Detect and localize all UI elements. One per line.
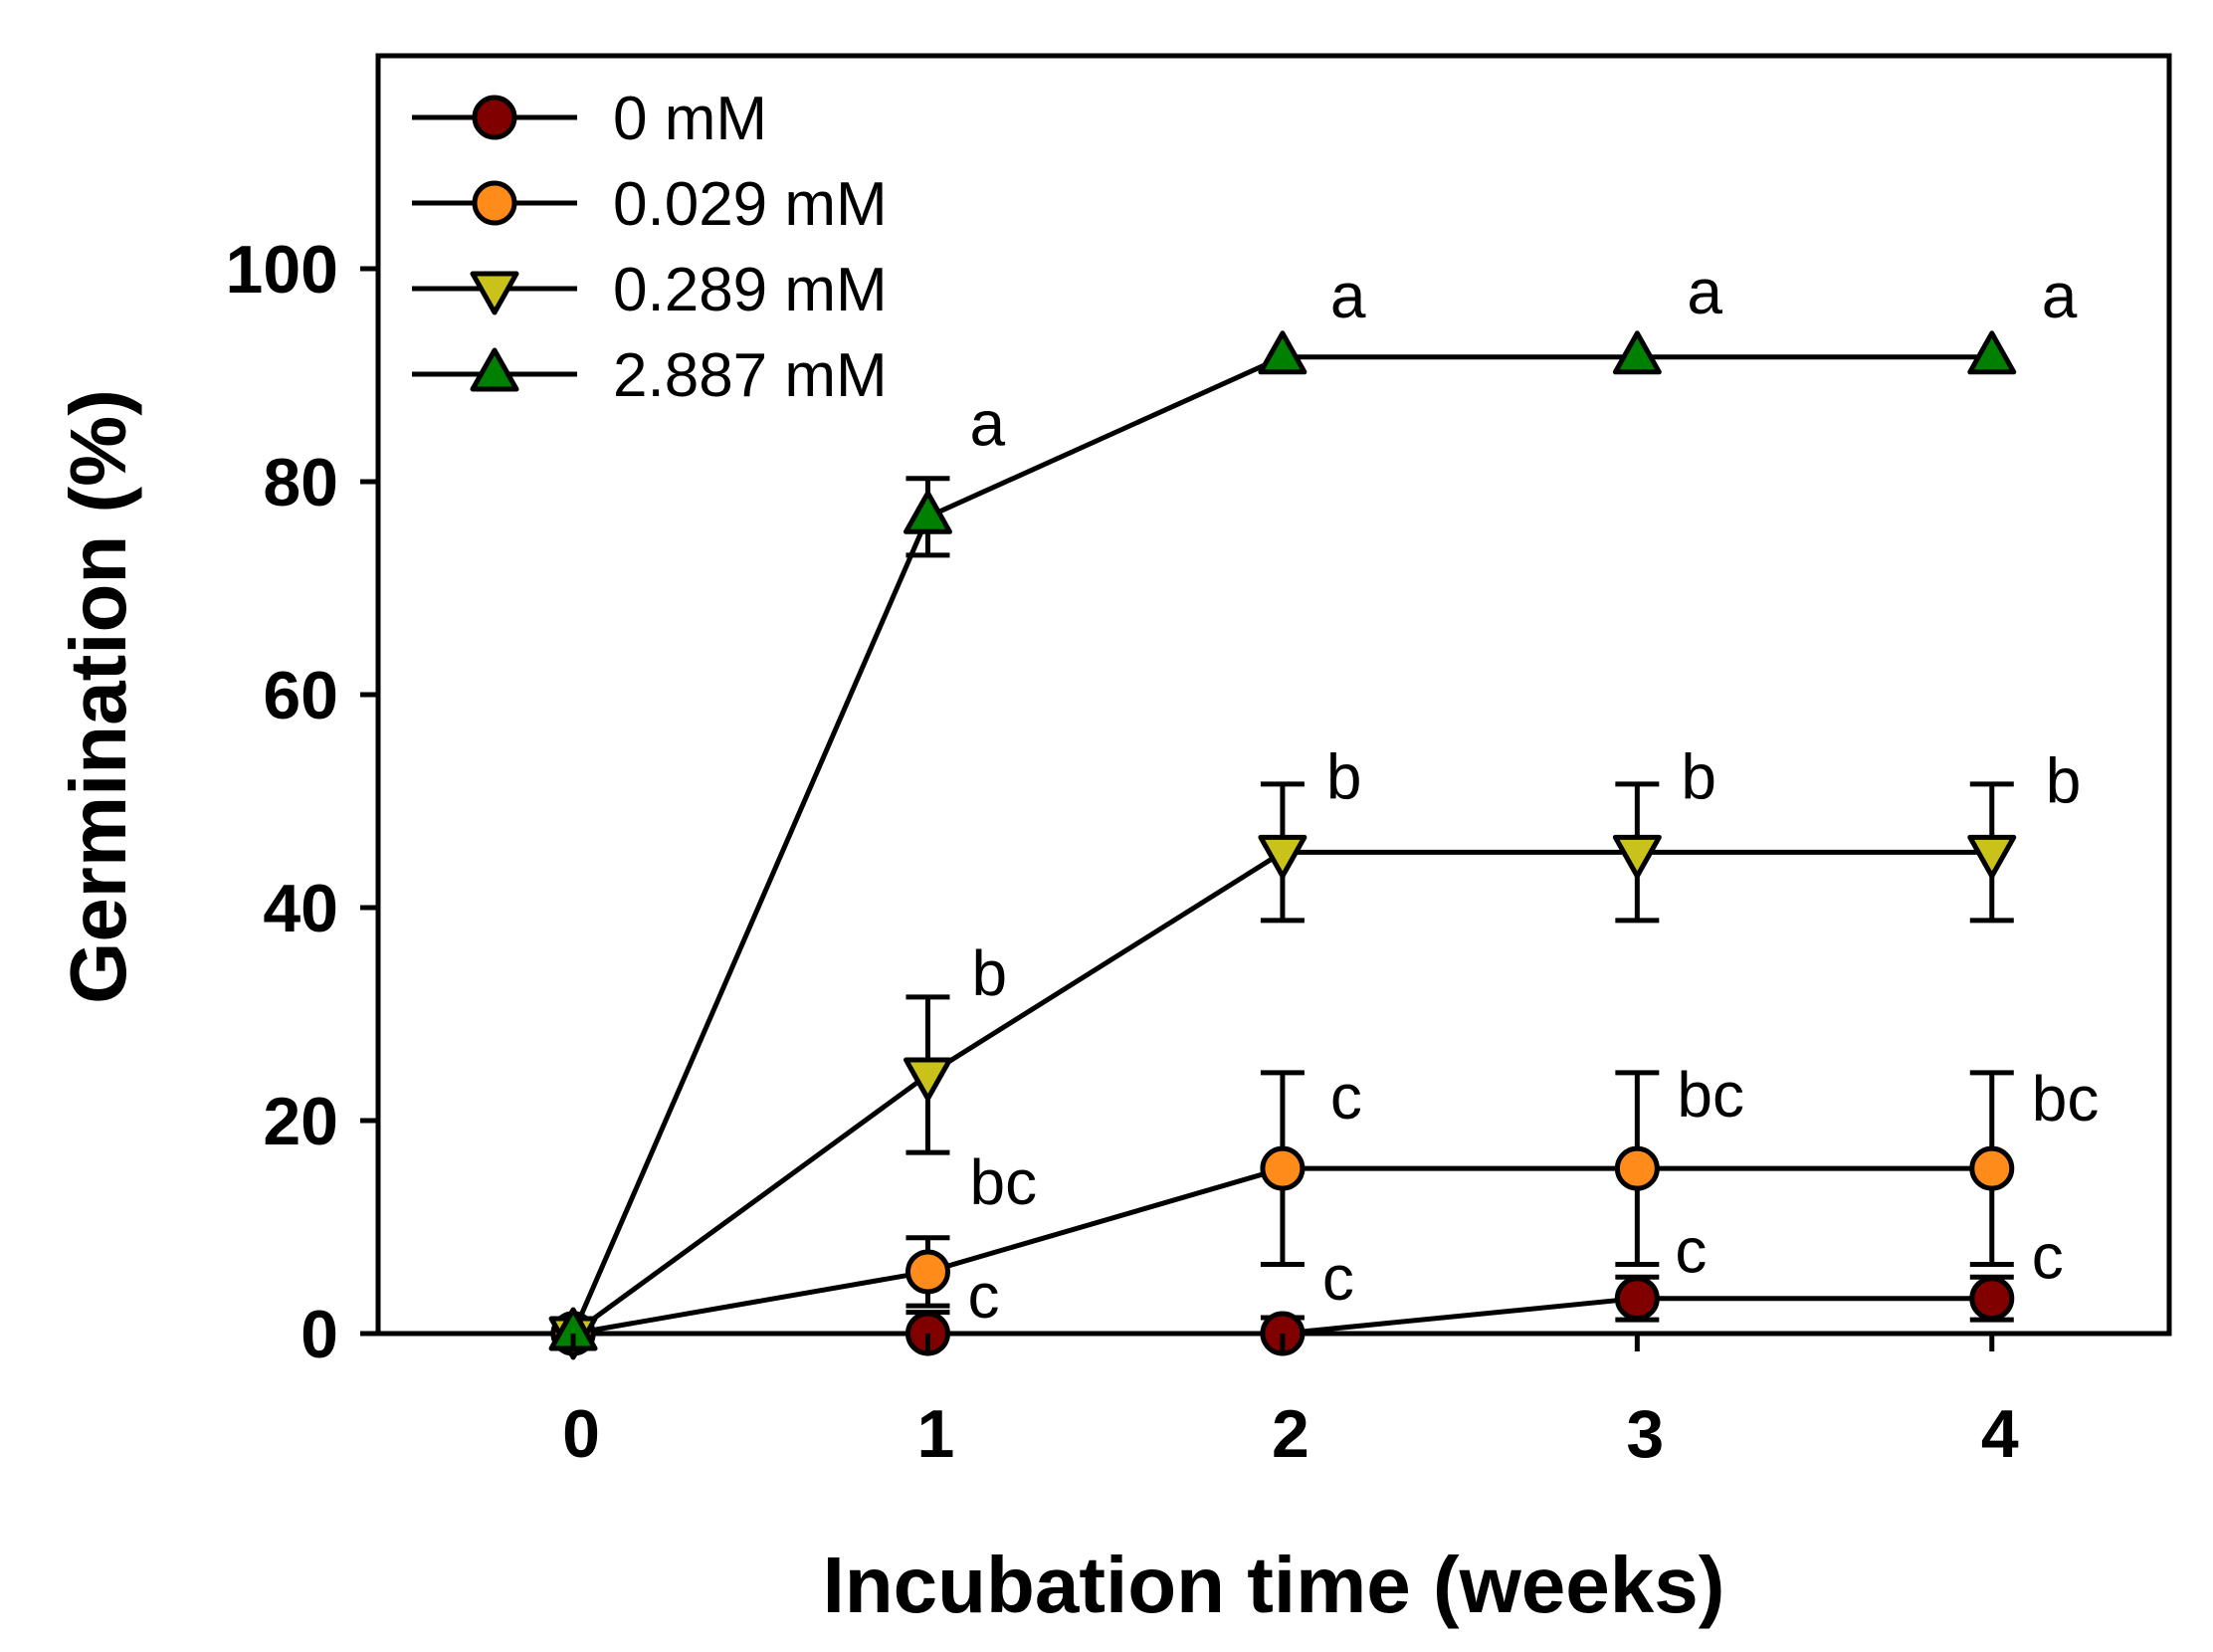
- legend-label: 0 mM: [613, 85, 767, 153]
- significance-letter-2-887-mm: a: [1687, 256, 1722, 327]
- legend-marker: [472, 180, 517, 226]
- x-axis-title: Incubation time (weeks): [823, 1541, 1725, 1629]
- data-point-0-289-mm: [903, 1057, 952, 1102]
- significance-letter-0-289-mm: b: [2046, 744, 2082, 816]
- significance-letter-0-mm: c: [2032, 1221, 2064, 1293]
- y-tick-label: 0: [301, 1297, 338, 1372]
- data-point-0-mm: [1969, 1276, 2015, 1322]
- data-point-0-029-mm: [905, 1249, 950, 1295]
- significance-letter-0-029-mm: bc: [1677, 1059, 1744, 1131]
- legend: 0 mM 0.029 mM 0.289 mM 2.887 mM: [412, 85, 888, 410]
- axis-ticks: 0 20 40 60 80 100 0 1 2 3 4: [226, 232, 2019, 1472]
- data-point-0-289-mm: [1258, 834, 1308, 879]
- significance-letter-0-029-mm: bc: [2032, 1063, 2100, 1135]
- legend-marker: [470, 347, 519, 392]
- data-point-2-887-mm: [903, 490, 952, 534]
- significance-letter-0-289-mm: b: [971, 937, 1007, 1009]
- data-point-0-289-mm: [1612, 834, 1662, 879]
- significance-letters: c c c c bc c bc bc b b b b a a a a: [967, 256, 2099, 1332]
- error-bars: [905, 476, 2014, 1337]
- data-point-0-289-mm: [1967, 834, 2017, 879]
- significance-letter-2-887-mm: a: [2042, 260, 2078, 331]
- y-tick-label: 100: [226, 232, 338, 308]
- significance-letter-2-887-mm: a: [969, 387, 1005, 459]
- significance-letter-0-289-mm: b: [1681, 740, 1716, 812]
- y-tick-label: 20: [263, 1084, 338, 1159]
- significance-letter-0-mm: c: [967, 1260, 999, 1332]
- x-tick-label: 2: [1272, 1396, 1309, 1472]
- plot-frame: [375, 53, 2172, 1337]
- legend-label: 0.029 mM: [613, 170, 888, 239]
- y-tick-label: 80: [263, 445, 338, 520]
- y-tick-label: 40: [263, 871, 338, 946]
- data-point-0-029-mm: [1260, 1145, 1306, 1191]
- data-point-2-887-mm: [1258, 330, 1308, 375]
- x-tick-label: 3: [1626, 1396, 1664, 1472]
- plot-area: [375, 53, 2172, 1337]
- significance-letter-0-289-mm: b: [1326, 740, 1362, 812]
- y-tick-label: 60: [263, 658, 338, 733]
- significance-letter-0-mm: c: [1322, 1242, 1354, 1314]
- data-point-2-887-mm: [1967, 330, 2017, 375]
- data-point-0-029-mm: [1969, 1145, 2015, 1191]
- data-point-2-887-mm: [1612, 330, 1662, 375]
- significance-letter-0-029-mm: bc: [969, 1146, 1037, 1218]
- data-point-0-mm: [1614, 1276, 1660, 1322]
- data-point-0-029-mm: [1614, 1145, 1660, 1191]
- significance-letter-0-029-mm: c: [1330, 1061, 1362, 1133]
- significance-letter-0-mm: c: [1675, 1215, 1707, 1287]
- legend-label: 2.887 mM: [613, 341, 888, 410]
- x-tick-label: 1: [917, 1396, 955, 1472]
- legend-marker: [470, 271, 519, 315]
- x-tick-label: 4: [1981, 1396, 2019, 1472]
- legend-marker: [472, 95, 517, 140]
- x-tick-label: 0: [562, 1396, 600, 1472]
- significance-letter-2-887-mm: a: [1330, 260, 1366, 331]
- y-axis-title: Germination (%): [54, 389, 142, 1004]
- legend-label: 0.289 mM: [613, 256, 888, 324]
- data-markers: [548, 330, 2017, 1360]
